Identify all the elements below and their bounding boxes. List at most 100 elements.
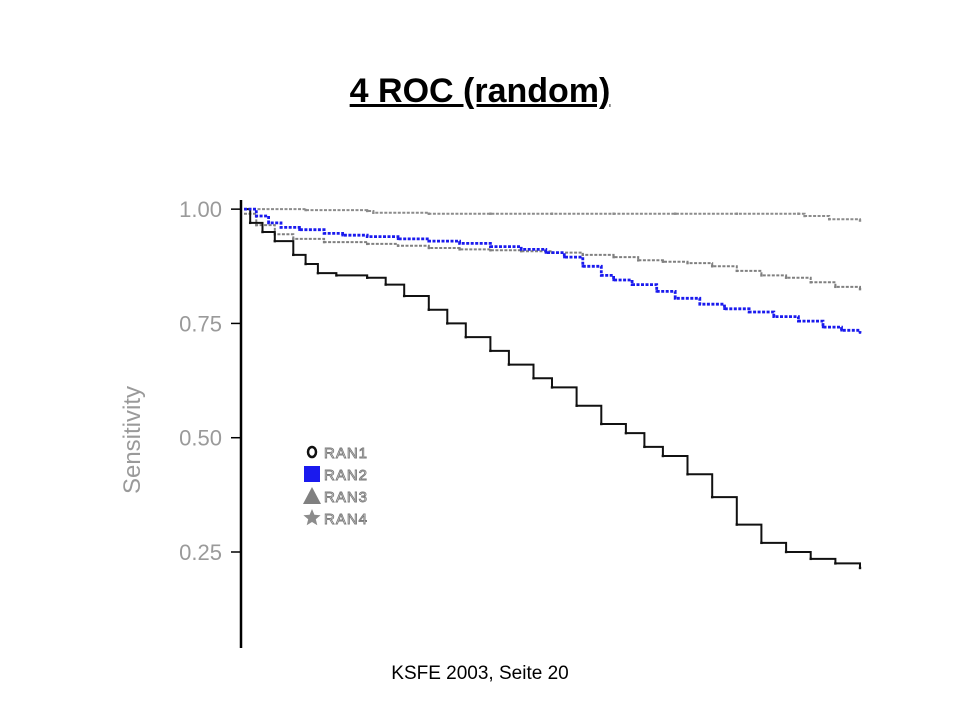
data-point <box>637 259 640 262</box>
data-point <box>544 251 548 254</box>
legend-label-ran4: RAN4 <box>324 511 368 528</box>
data-point <box>396 244 400 247</box>
data-point <box>723 307 726 310</box>
data-point <box>248 221 252 225</box>
data-point <box>858 566 862 570</box>
y-tick-label: 1.00 <box>179 197 222 222</box>
data-point <box>489 349 492 353</box>
data-point <box>772 315 775 318</box>
legend-marker-square-icon <box>304 466 320 482</box>
legend-marker-star-icon <box>303 509 321 526</box>
data-point <box>279 226 283 229</box>
data-point <box>255 223 258 227</box>
data-point <box>797 319 800 323</box>
data-point <box>335 274 338 277</box>
data-point <box>612 255 615 259</box>
data-point <box>261 230 264 234</box>
data-point <box>396 237 400 241</box>
data-point <box>563 255 566 259</box>
data-point <box>624 431 628 435</box>
data-point <box>366 209 369 213</box>
data-point <box>520 250 523 253</box>
data-point <box>600 422 603 426</box>
data-point <box>402 294 406 298</box>
data-point <box>458 242 461 245</box>
data-point <box>427 212 430 215</box>
data-point <box>803 214 806 218</box>
y-tick-label: 0.50 <box>179 426 222 451</box>
data-point <box>760 541 763 545</box>
data-point <box>464 335 467 339</box>
series-layer <box>244 207 862 570</box>
data-point <box>304 262 307 266</box>
legend-label-ran1: RAN1 <box>324 445 368 462</box>
data-point <box>322 240 326 244</box>
data-point <box>427 308 430 311</box>
data-point <box>298 228 301 231</box>
data-point <box>550 212 554 215</box>
data-point <box>686 261 689 265</box>
data-point <box>273 239 276 243</box>
data-point <box>612 278 615 282</box>
data-point <box>316 271 320 275</box>
data-point <box>427 246 430 250</box>
data-point <box>858 287 862 291</box>
y-axis-label: Sensitivity <box>119 386 146 494</box>
data-point <box>840 329 843 332</box>
data-point <box>366 276 369 279</box>
legend-marker-circle-icon <box>306 445 318 459</box>
data-point <box>489 245 492 248</box>
data-point <box>304 208 307 212</box>
data-point <box>581 265 584 268</box>
data-point <box>784 550 788 554</box>
data-point <box>858 331 862 334</box>
data-point <box>322 232 326 235</box>
data-point <box>366 235 369 238</box>
data-point <box>784 276 788 279</box>
data-point <box>809 281 812 284</box>
data-point <box>341 234 344 237</box>
data-point <box>384 283 387 286</box>
data-point <box>655 290 658 293</box>
data-point <box>661 454 665 458</box>
data-point <box>710 265 714 268</box>
data-point <box>267 221 270 225</box>
y-tick-label: 0.25 <box>179 540 222 565</box>
data-point <box>834 285 837 289</box>
data-point <box>550 386 554 389</box>
data-point <box>575 404 578 407</box>
data-point <box>735 212 738 215</box>
data-point <box>643 445 646 449</box>
data-point <box>255 214 258 218</box>
data-point <box>735 269 738 273</box>
data-point <box>858 219 862 222</box>
data-point <box>458 248 461 251</box>
data-point <box>686 473 689 476</box>
data-point <box>630 283 634 286</box>
data-point <box>292 253 295 257</box>
data-point <box>507 363 511 366</box>
data-point <box>760 274 763 277</box>
data-point <box>735 523 738 526</box>
data-point <box>532 377 535 380</box>
slide-title: 4 ROC (random) <box>349 72 611 110</box>
data-point <box>489 212 492 215</box>
series-line-ran3 <box>244 212 861 290</box>
data-point <box>581 253 584 257</box>
data-point <box>674 297 677 300</box>
data-point <box>366 242 369 246</box>
data-point <box>834 562 837 565</box>
legend-label-ran2: RAN2 <box>324 467 368 484</box>
legend-marker-triangle-icon <box>303 487 321 504</box>
data-point <box>612 212 615 215</box>
legend-label-ran3: RAN3 <box>324 489 368 506</box>
data-point <box>600 274 603 277</box>
data-point <box>674 212 677 215</box>
data-point <box>661 260 665 263</box>
data-point <box>797 212 800 215</box>
slide-footer: KSFE 2003, Seite 20 <box>391 663 569 684</box>
series-line-ran2 <box>244 207 862 333</box>
data-point <box>821 325 825 329</box>
data-point <box>427 239 430 243</box>
